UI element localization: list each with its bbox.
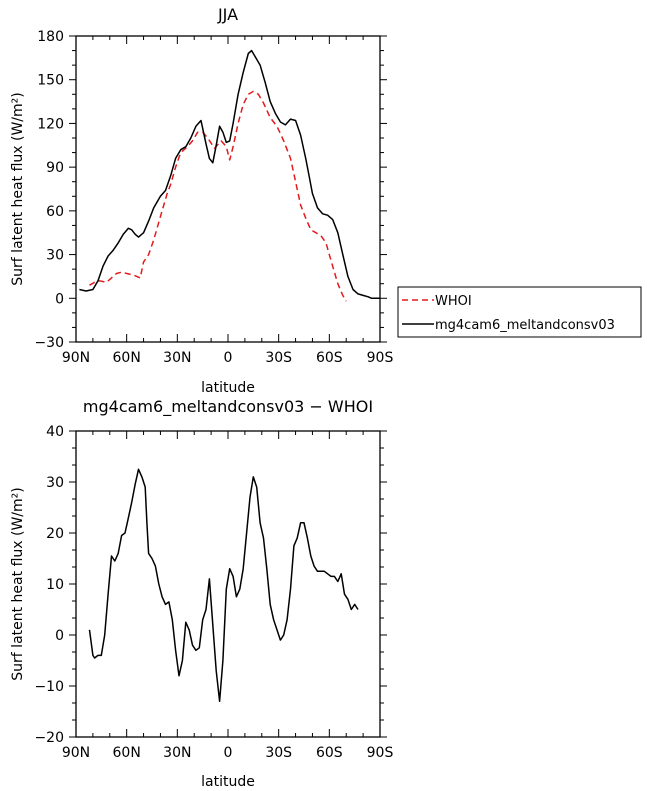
chart-jja: 90N 60N 30N 0 30S 60S 90S −30 0 30 60 90 120 150 180 JJ…	[10, 5, 393, 396]
plot-frame	[75, 430, 381, 738]
chart-title: JJA	[217, 5, 238, 24]
x-axis-title: latitude	[201, 774, 255, 790]
x-tick-label: 60S	[316, 350, 343, 366]
legend-box	[397, 286, 642, 338]
x-tick-label: 90S	[367, 745, 394, 761]
y-tick-label: −30	[34, 335, 64, 351]
x-tick-label: 30N	[163, 350, 191, 366]
x-axis-title: latitude	[201, 380, 255, 396]
y-tick-label: 30	[46, 248, 64, 264]
y-tick-label: 30	[46, 475, 64, 491]
y-tick-label: 60	[46, 204, 64, 220]
y-axis-title: Surf latent heat flux (W/m²)	[10, 487, 26, 680]
y-tick-label: −20	[34, 730, 64, 746]
x-tick-label: 90N	[62, 350, 90, 366]
plot-frame	[75, 35, 381, 343]
series-line-diff-0	[88, 468, 359, 703]
legend-label: WHOI	[435, 294, 472, 309]
x-tick-label: 60N	[113, 745, 141, 761]
y-tick-label: −10	[34, 679, 64, 695]
y-tick-label: 0	[55, 628, 64, 644]
y-tick-label: 90	[46, 160, 64, 176]
legend: WHOI mg4cam6_meltandconsv03	[397, 286, 642, 338]
x-tick-label: 60S	[316, 745, 343, 761]
y-tick-label: 120	[37, 116, 64, 132]
y-axis-title: Surf latent heat flux (W/m²)	[10, 92, 26, 285]
x-tick-label: 90N	[62, 745, 90, 761]
chart-title: mg4cam6_meltandconsv03 − WHOI	[83, 397, 373, 417]
x-tick-label: 0	[224, 745, 233, 761]
legend-label: mg4cam6_meltandconsv03	[435, 318, 615, 333]
x-tick-label: 0	[224, 350, 233, 366]
y-tick-label: 40	[46, 424, 64, 440]
y-tick-label: 20	[46, 526, 64, 542]
chart-difference: 90N 60N 30N 0 30S 60S 90S −20 −10 0 10 20 30 40 mg4cam…	[10, 397, 393, 790]
y-tick-label: 180	[37, 29, 64, 45]
series-line-whoi	[89, 90, 347, 302]
x-tick-label: 90S	[367, 350, 394, 366]
x-tick-label: 30S	[265, 745, 292, 761]
y-tick-label: 150	[37, 73, 64, 89]
y-tick-label: 10	[46, 577, 64, 593]
x-tick-label: 30N	[163, 745, 191, 761]
x-tick-label: 30S	[265, 350, 292, 366]
x-tick-label: 60N	[113, 350, 141, 366]
series-line-mg4cam6-meltandconsv03	[79, 49, 380, 300]
y-tick-label: 0	[55, 291, 64, 307]
